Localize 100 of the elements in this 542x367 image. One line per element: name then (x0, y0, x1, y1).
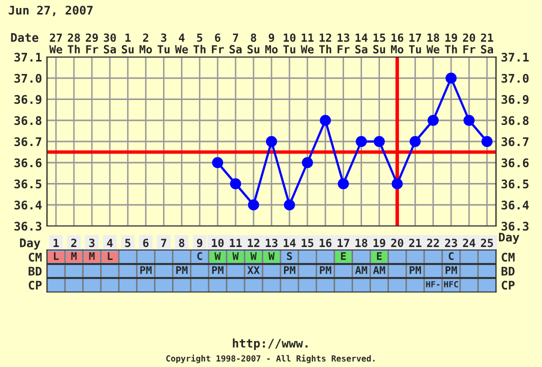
text: PM (212, 266, 224, 274)
x2-tick-label: 16 Mo (391, 33, 404, 54)
y2-tick-label: CP (502, 280, 515, 290)
text: W (214, 252, 221, 260)
point (212, 157, 224, 168)
y2-tick-label: 36.8 (502, 116, 529, 126)
y-tick-label: 36.6 (14, 158, 42, 168)
x-tick-label: 22 (427, 238, 439, 247)
x2-tick-label: 8 Su (248, 33, 260, 54)
y2-tick-label: 36.3 (502, 222, 529, 231)
text: M (71, 252, 77, 260)
point (248, 199, 260, 210)
y-tick-label: 37.1 (14, 52, 42, 62)
x-tick-label: 2 (71, 238, 76, 247)
point (446, 72, 457, 84)
x-tick-label: 6 (143, 238, 149, 248)
chart-title: Jun 27, 2007 (8, 6, 93, 16)
y-tick-label: 36.3 (14, 222, 42, 231)
point (392, 178, 403, 190)
text: PM (410, 266, 422, 274)
text: W (250, 252, 257, 260)
text: PM (320, 266, 332, 274)
text: HFC (444, 281, 458, 288)
point (338, 178, 349, 190)
point (230, 178, 242, 190)
point (320, 114, 331, 126)
x-tick-label: 17 (338, 238, 350, 247)
x2-tick-label: 13 Fr (338, 33, 350, 54)
x2-tick-label: 18 We (426, 33, 440, 54)
point (374, 136, 385, 148)
y2-tick-label: CM (502, 252, 515, 262)
text: PM (446, 266, 457, 274)
x2-tick-label: 21 Sa (480, 33, 494, 54)
point (481, 136, 493, 148)
x2-tick-label: 7 Sa (230, 34, 242, 54)
x-tick-label: 7 (161, 238, 166, 247)
point (464, 114, 475, 126)
text: L (108, 252, 113, 260)
x-axis-title: Day (499, 232, 520, 244)
y-tick-label: 36.7 (14, 137, 42, 146)
x2-tick-label: 4 We (175, 34, 188, 54)
y2-tick-label: 37.0 (502, 74, 529, 83)
y-tick-label: 37.0 (14, 74, 42, 83)
x2-tick-label: 3 Tu (158, 33, 170, 54)
x2-tick-label: 29 Fr (86, 33, 98, 54)
x2-tick-label: 30 Sa (104, 33, 116, 54)
x-tick-label: 20 (391, 238, 404, 248)
y-tick-label: 36.4 (14, 200, 42, 210)
x-tick-label: 15 (302, 238, 314, 248)
x-tick-label: 1 (54, 238, 59, 247)
x2-tick-label: 12 Th (319, 33, 332, 54)
x2-tick-label: 15 Su (373, 34, 386, 54)
x-tick-label: 19 (374, 238, 386, 248)
text: AM (373, 266, 386, 274)
y2-tick-label: 36.9 (502, 94, 529, 104)
point (284, 199, 296, 210)
x-tick-label: 12 (248, 238, 260, 247)
point (410, 136, 421, 148)
x2-tick-label: 19 Th (444, 34, 458, 54)
text: M (89, 252, 95, 260)
x2-tick-label: 28 Th (68, 33, 80, 54)
text: E (376, 252, 382, 260)
x-tick-label: 24 (462, 238, 476, 247)
x-tick-label: 9 (196, 238, 202, 248)
point (302, 157, 313, 168)
y2-tick-label: BD (502, 266, 515, 276)
y-tick-label: 36.5 (14, 179, 42, 188)
text: C (197, 252, 202, 260)
text: XX (247, 266, 260, 274)
x-tick-label: 8 (179, 238, 184, 248)
x2-tick-label: 17 Tu (408, 34, 422, 54)
x2-tick-label: 5 Th (193, 34, 206, 54)
y2-tick-label: 36.5 (502, 179, 528, 188)
x-tick-label: 21 (409, 238, 422, 247)
y-tick-label: 36.9 (14, 94, 42, 104)
x2-tick-label: 2 Mo (140, 33, 152, 54)
x-tick-label: 23 (445, 238, 458, 248)
x-tick-label: 4 (107, 238, 113, 247)
text: S (286, 252, 292, 260)
x-tick-label: 10 (212, 238, 224, 248)
text: C (448, 252, 454, 260)
text: W (268, 252, 275, 260)
x-tick-label: 14 (284, 238, 296, 247)
y2-tick-label: 36.7 (502, 137, 528, 146)
y-tick-label: BD (28, 266, 42, 276)
point (428, 114, 439, 126)
text: HF- (426, 281, 440, 288)
x2-tick-label: 1 Su (122, 34, 134, 54)
x2-tick-label: 11 We (300, 34, 314, 54)
x2-tick-label: 10 Tu (283, 33, 296, 54)
y-tick-label: 36.8 (14, 116, 42, 126)
x-tick-label: 13 (266, 238, 278, 248)
x2-tick-label: 14 Sa (355, 34, 368, 54)
x2-tick-label: 20 Fr (462, 33, 476, 54)
y2-tick-label: 36.6 (502, 158, 529, 168)
x2-axis-title: Date (11, 33, 38, 42)
text: E (341, 252, 346, 260)
x-tick-label: 16 (320, 238, 332, 248)
y-tick-label: CP (28, 280, 42, 290)
text: PM (284, 266, 296, 274)
